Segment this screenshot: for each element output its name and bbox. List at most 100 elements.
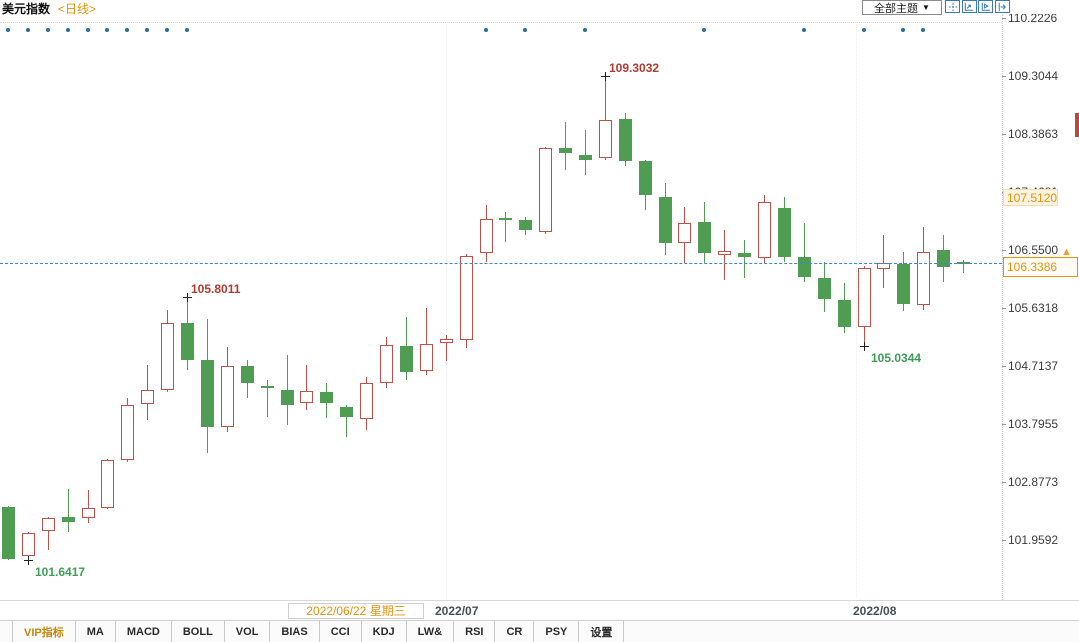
event-dot xyxy=(484,28,488,32)
annotation-cross-icon xyxy=(187,293,188,303)
selected-date-label: 2022/06/22 星期三 xyxy=(288,603,424,619)
pan-right-button[interactable] xyxy=(994,0,1010,13)
candle xyxy=(320,392,333,403)
event-dot xyxy=(26,28,30,32)
month-gridline xyxy=(856,24,857,598)
candle xyxy=(559,147,572,154)
candle-wick xyxy=(306,365,307,410)
event-dot xyxy=(523,28,527,32)
indicator-tab-psy[interactable]: PSY xyxy=(534,621,580,642)
candlestick-plot[interactable]: 101.6417 105.8011 109.3032 105.0344 xyxy=(0,0,1002,600)
candle-wick xyxy=(605,76,606,161)
indicator-tab-[interactable]: 设置 xyxy=(579,621,625,642)
indicator-tab-rsi[interactable]: RSI xyxy=(454,621,496,642)
y-axis-tickmark xyxy=(1002,540,1006,541)
candle xyxy=(161,323,174,391)
price-annotation: 105.8011 xyxy=(191,282,241,297)
indicator-tab-boll[interactable]: BOLL xyxy=(172,621,225,642)
candle-wick xyxy=(426,308,427,376)
theme-dropdown[interactable]: 全部主题 ▼ xyxy=(862,0,942,15)
y-axis-label: 108.3863 xyxy=(1008,127,1059,141)
candle xyxy=(440,339,453,343)
axis-scale-button[interactable] xyxy=(961,0,977,13)
price-annotation: 101.6417 xyxy=(35,565,86,580)
candle xyxy=(917,251,930,305)
candle xyxy=(420,344,433,371)
event-dot xyxy=(125,28,129,32)
event-dot xyxy=(145,28,149,32)
indicator-tab-vip[interactable]: VIP指标 xyxy=(12,621,76,642)
event-dot xyxy=(46,28,50,32)
indicator-tab-cci[interactable]: CCI xyxy=(320,621,362,642)
candle xyxy=(22,533,35,557)
event-dot xyxy=(901,28,905,32)
indicator-tab-kdj[interactable]: KDJ xyxy=(362,621,407,642)
indicator-tab-macd[interactable]: MACD xyxy=(116,621,172,642)
indicator-tab-vol[interactable]: VOL xyxy=(225,621,271,642)
candle xyxy=(519,219,532,230)
header-bar: 美元指数 <日线> 全部主题 ▼ xyxy=(0,0,1079,16)
event-dot xyxy=(86,28,90,32)
candle xyxy=(619,119,632,161)
candle-wick xyxy=(446,335,447,362)
candle xyxy=(499,217,512,221)
y-axis-tickmark xyxy=(1002,424,1006,425)
candle-wick xyxy=(804,222,805,283)
candle xyxy=(539,148,552,233)
candle xyxy=(718,251,731,256)
x-axis: 2022/06/22 星期三 2022/07 2022/08 xyxy=(0,600,1079,621)
candle-wick xyxy=(267,380,268,417)
y-axis-tickmark xyxy=(1002,18,1006,19)
candle xyxy=(758,202,771,259)
candle xyxy=(62,517,75,522)
y-axis-tickmark xyxy=(1002,308,1006,309)
candle xyxy=(300,390,313,403)
candle xyxy=(599,119,612,158)
y-axis-label: 109.3044 xyxy=(1008,69,1059,83)
event-dot xyxy=(6,28,10,32)
month-gridline xyxy=(446,24,447,598)
candle-wick xyxy=(68,488,69,532)
candle xyxy=(241,366,254,384)
candle xyxy=(698,222,711,254)
candle-wick xyxy=(88,490,89,523)
candle xyxy=(818,277,831,299)
candle xyxy=(121,404,134,460)
axis-scale-icon xyxy=(964,2,974,11)
candle xyxy=(778,208,791,257)
candle xyxy=(937,250,950,268)
candle xyxy=(82,507,95,518)
candle-wick xyxy=(48,516,49,551)
annotation-cross-icon xyxy=(605,72,606,82)
annotation-cross-icon xyxy=(864,341,865,351)
period-label[interactable]: <日线> xyxy=(58,2,97,16)
candle xyxy=(858,267,871,328)
move-tool-icon xyxy=(948,2,957,11)
candle xyxy=(281,390,294,405)
y-axis-label: 106.5500 xyxy=(1008,243,1059,257)
event-dot xyxy=(165,28,169,32)
y-axis-tickmark xyxy=(1002,482,1006,483)
axis-play-button[interactable] xyxy=(978,0,993,13)
indicator-tab-cr[interactable]: CR xyxy=(495,621,535,642)
y-axis-label: 104.7137 xyxy=(1008,359,1059,373)
candle xyxy=(738,253,751,257)
x-axis-label: 2022/07 xyxy=(435,604,479,618)
candle-wick xyxy=(287,354,288,425)
right-edge-marker xyxy=(1075,113,1079,137)
candle xyxy=(2,507,15,559)
candle xyxy=(101,459,114,508)
candle-wick xyxy=(883,234,884,288)
indicator-tab-lw[interactable]: LW& xyxy=(407,621,455,642)
theme-dropdown-label: 全部主题 xyxy=(874,2,919,15)
y-axis-tickmark xyxy=(1002,76,1006,77)
symbol-title: 美元指数 xyxy=(2,2,51,16)
y-axis-label: 110.2226 xyxy=(1008,11,1058,25)
candle xyxy=(678,222,691,243)
move-tool-button[interactable] xyxy=(945,0,960,13)
x-axis-label: 2022/08 xyxy=(853,604,897,618)
indicator-tab-bias[interactable]: BIAS xyxy=(270,621,320,642)
indicator-tab-ma[interactable]: MA xyxy=(76,621,116,642)
candle xyxy=(261,385,274,388)
